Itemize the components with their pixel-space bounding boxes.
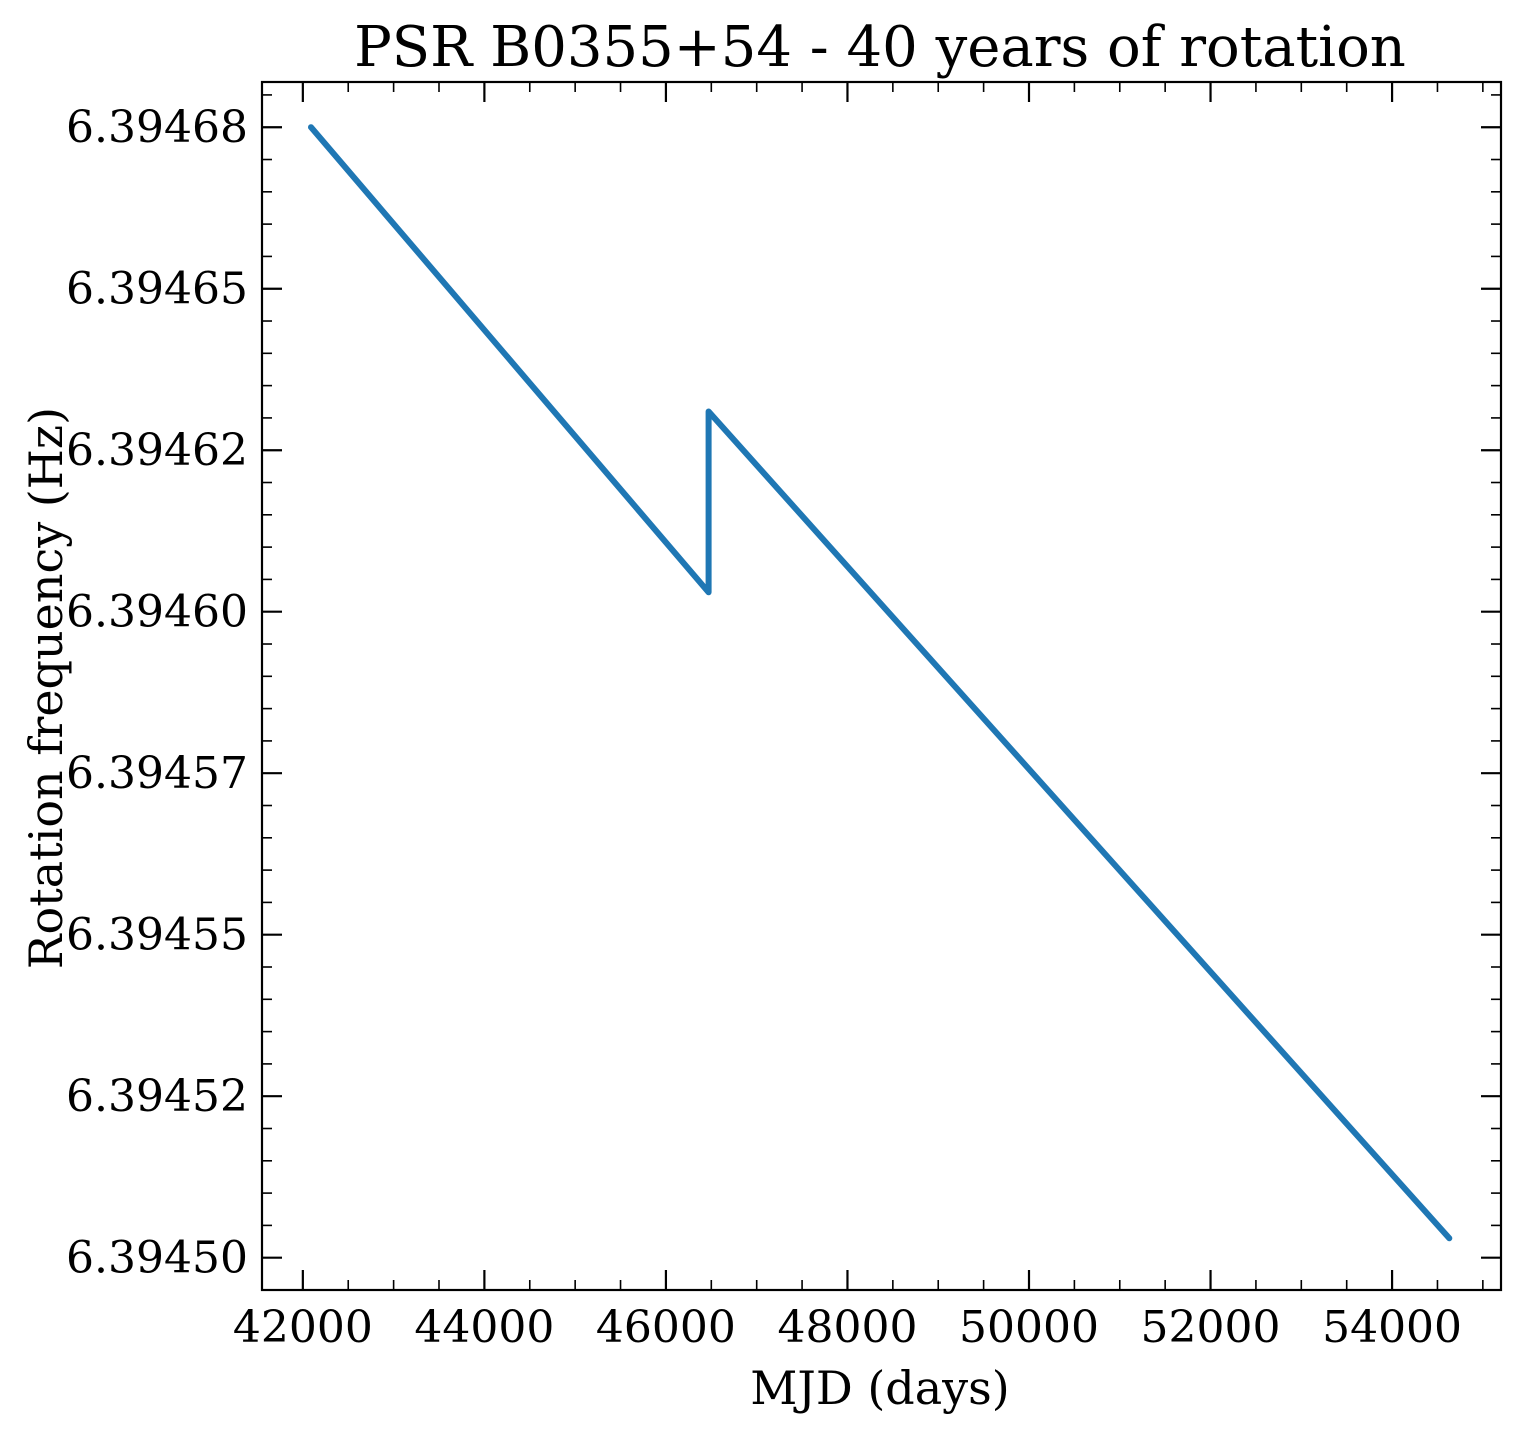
y-tick-label: 6.39455 (66, 910, 248, 961)
x-tick-label: 42000 (233, 1302, 373, 1353)
y-tick-label: 6.39450 (66, 1233, 248, 1284)
x-axis-label: MJD (days) (750, 1361, 1009, 1415)
y-tick-label: 6.39457 (66, 748, 248, 799)
x-tick-label: 54000 (1322, 1302, 1462, 1353)
x-tick-label: 48000 (777, 1302, 917, 1353)
x-tick-label: 50000 (959, 1302, 1099, 1353)
x-tick-label: 44000 (414, 1302, 554, 1353)
y-tick-label: 6.39462 (66, 425, 248, 476)
plot-area: 42000 44000 46000 48000 50000 52000 54000 6.394… (66, 82, 1501, 1353)
y-tick-label: 6.39452 (66, 1071, 248, 1122)
y-tick-label: 6.39460 (66, 587, 248, 638)
plot-frame (260, 80, 1503, 1292)
y-axis-label: Rotation frequency (Hz) (19, 407, 73, 969)
series-line (308, 124, 1453, 1242)
y-tick-label: 6.39465 (66, 264, 248, 315)
y-tick-label: 6.39468 (66, 102, 248, 153)
x-tick-label: 46000 (596, 1302, 736, 1353)
x-tick-label: 52000 (1141, 1302, 1281, 1353)
chart-title: PSR B0355+54 - 40 years of rotation (354, 15, 1406, 80)
